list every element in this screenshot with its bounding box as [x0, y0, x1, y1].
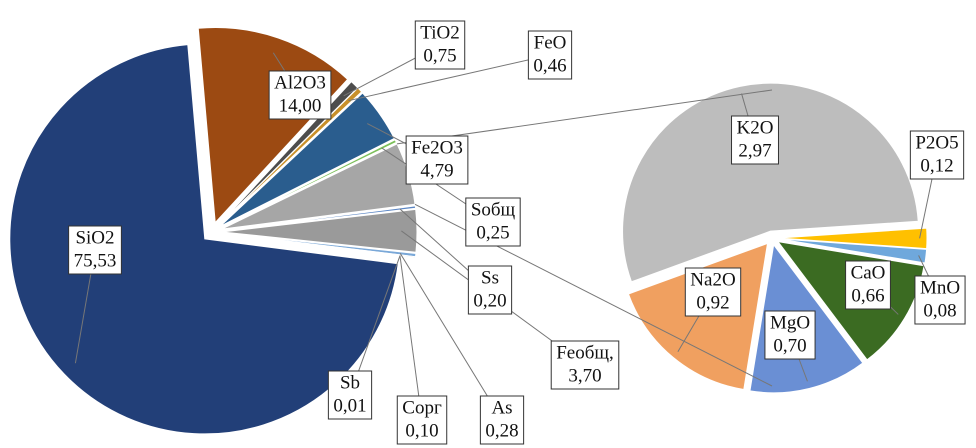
data-label-box [467, 265, 513, 315]
data-label-value: 0,66 [851, 285, 884, 306]
data-label-name: Na2O [690, 269, 735, 290]
data-label-name: Sобщ [471, 199, 516, 220]
data-label-box [550, 340, 620, 390]
data-label-box [414, 20, 466, 70]
data-label-value: 0,12 [920, 155, 953, 176]
data-label-value: 75,53 [74, 250, 117, 271]
data-label-name: K2O [737, 117, 774, 138]
pie-slice [778, 227, 928, 250]
data-label-value: 0,08 [923, 300, 956, 321]
data-label-box [909, 130, 965, 180]
pie-slice [622, 82, 919, 283]
data-label-box [268, 70, 332, 120]
pie-slice [221, 232, 416, 259]
data-label-value: 0,46 [533, 55, 566, 76]
data-label-name: As [491, 397, 512, 418]
data-label-name: Al2O3 [274, 72, 326, 93]
leader-line [399, 253, 503, 421]
pie-slice [221, 208, 418, 253]
data-label-box [396, 395, 448, 445]
pie-slice [221, 205, 417, 232]
data-label-box [405, 135, 469, 185]
pie-slice [219, 92, 395, 227]
data-label-box [327, 370, 373, 420]
data-label-box [68, 225, 122, 275]
leader-line [348, 54, 551, 102]
data-label-box [527, 30, 573, 80]
data-label-box [479, 395, 525, 445]
data-label-name: P2O5 [915, 132, 958, 153]
data-label-value: 3,70 [568, 365, 601, 386]
data-label-box [764, 310, 816, 360]
data-label-value: 0,70 [773, 335, 806, 356]
data-label-name: Ss [481, 267, 499, 288]
data-label-box [465, 197, 521, 247]
data-label-value: 0,10 [405, 420, 438, 441]
pie-slice [778, 238, 928, 264]
leader-line [399, 255, 423, 421]
data-label-name: Sb [340, 372, 360, 393]
data-label-name: TiO2 [420, 22, 459, 43]
data-label-name: FeO [534, 32, 567, 53]
data-label-value: 0,75 [423, 45, 456, 66]
data-label-name: Fe2O3 [411, 137, 463, 158]
data-label-box [684, 267, 742, 317]
data-label-value: 0,28 [485, 420, 518, 441]
data-label-value: 14,00 [279, 95, 322, 116]
data-label-name: MnO [920, 277, 960, 298]
data-label-value: 4,79 [420, 160, 453, 181]
data-label-value: 2,97 [738, 140, 771, 161]
data-label-name: MgO [770, 312, 810, 333]
data-label-value: 0,01 [333, 395, 366, 416]
data-label-value: 0,25 [476, 222, 509, 243]
data-label-name: CaO [851, 262, 886, 283]
data-label-value: 0,92 [696, 292, 729, 313]
data-label-name: SiO2 [75, 227, 114, 248]
connector-line [396, 89, 773, 145]
data-label-box [731, 115, 779, 165]
data-label-box [845, 260, 891, 310]
data-label-value: 0,20 [473, 290, 506, 311]
pie-slice [220, 139, 398, 229]
data-label-name: Cорг [402, 397, 442, 418]
data-label-name: Feобщ, [556, 342, 614, 363]
data-label-box [914, 275, 966, 325]
